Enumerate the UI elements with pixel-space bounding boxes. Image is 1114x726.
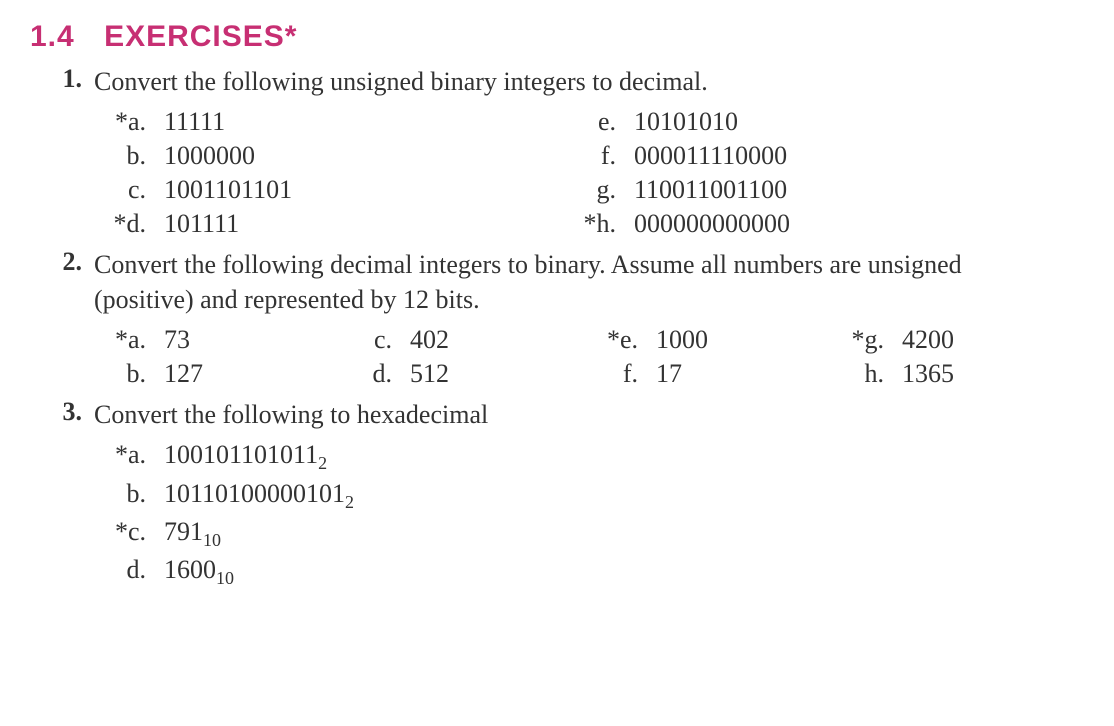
item-value: 10101010 bbox=[634, 107, 738, 137]
section-number: 1.4 bbox=[30, 20, 75, 53]
list-item: *a. 73 bbox=[100, 325, 346, 355]
item-base: 100101101011 bbox=[164, 440, 318, 469]
item-value: 000000000000 bbox=[634, 209, 790, 239]
list-item: *a. 11111 bbox=[100, 107, 570, 137]
item-label: b. bbox=[100, 359, 164, 389]
item-label: *h. bbox=[570, 209, 634, 239]
item-value: 1365 bbox=[902, 359, 954, 389]
section-title: EXERCISES* bbox=[104, 20, 297, 53]
list-item: c. 402 bbox=[346, 325, 592, 355]
list-item: h. 1365 bbox=[838, 359, 1084, 389]
item-value: 1001011010112 bbox=[164, 440, 327, 474]
item-label: d. bbox=[100, 555, 164, 589]
item-label: c. bbox=[346, 325, 410, 355]
item-value: 000011110000 bbox=[634, 141, 787, 171]
item-value: 17 bbox=[656, 359, 682, 389]
item-value: 127 bbox=[164, 359, 203, 389]
list-item: *e. 1000 bbox=[592, 325, 838, 355]
item-label: h. bbox=[838, 359, 902, 389]
item-label: g. bbox=[570, 175, 634, 205]
problem-number: 3. bbox=[50, 397, 82, 427]
item-value: 402 bbox=[410, 325, 449, 355]
problem-1: 1. Convert the following unsigned binary… bbox=[50, 64, 1084, 99]
list-item: g. 110011001100 bbox=[570, 175, 1040, 205]
item-subscript: 2 bbox=[345, 492, 354, 512]
list-item: *h. 000000000000 bbox=[570, 209, 1040, 239]
item-label: c. bbox=[100, 175, 164, 205]
item-label: *g. bbox=[838, 325, 902, 355]
item-label: *a. bbox=[100, 325, 164, 355]
item-label: *a. bbox=[100, 107, 164, 137]
item-label: *c. bbox=[100, 517, 164, 551]
problem-2-items: *a. 73 c. 402 *e. 1000 *g. 4200 b. 127 d… bbox=[100, 325, 1084, 389]
item-value: 110011001100 bbox=[634, 175, 787, 205]
item-label: b. bbox=[100, 141, 164, 171]
item-value: 79110 bbox=[164, 517, 221, 551]
item-value: 1001101101 bbox=[164, 175, 292, 205]
item-subscript: 2 bbox=[318, 454, 327, 474]
problem-text: Convert the following to hexadecimal bbox=[94, 397, 1054, 432]
problem-2: 2. Convert the following decimal integer… bbox=[50, 247, 1084, 317]
item-label: *e. bbox=[592, 325, 656, 355]
list-item: b. 127 bbox=[100, 359, 346, 389]
list-item: *g. 4200 bbox=[838, 325, 1084, 355]
list-item: c. 1001101101 bbox=[100, 175, 570, 205]
list-item: d. 512 bbox=[346, 359, 592, 389]
item-label: d. bbox=[346, 359, 410, 389]
item-base: 1600 bbox=[164, 555, 216, 584]
item-label: *a. bbox=[100, 440, 164, 474]
list-item: *d. 101111 bbox=[100, 209, 570, 239]
item-value: 11111 bbox=[164, 107, 225, 137]
item-subscript: 10 bbox=[203, 530, 221, 550]
list-item: e. 10101010 bbox=[570, 107, 1040, 137]
item-value: 101101000001012 bbox=[164, 479, 354, 513]
item-base: 791 bbox=[164, 517, 203, 546]
problem-text: Convert the following decimal integers t… bbox=[94, 247, 1054, 317]
item-value: 101111 bbox=[164, 209, 239, 239]
section-header: 1.4 EXERCISES* bbox=[30, 20, 1084, 54]
problem-text: Convert the following unsigned binary in… bbox=[94, 64, 1054, 99]
list-item: *c. 79110 bbox=[100, 517, 1084, 551]
item-value: 73 bbox=[164, 325, 190, 355]
item-label: f. bbox=[570, 141, 634, 171]
list-item: *a. 1001011010112 bbox=[100, 440, 1084, 474]
item-subscript: 10 bbox=[216, 568, 234, 588]
item-label: f. bbox=[592, 359, 656, 389]
list-item: f. 000011110000 bbox=[570, 141, 1040, 171]
problem-3-items: *a. 1001011010112 b. 101101000001012 *c.… bbox=[100, 440, 1084, 589]
problem-number: 2. bbox=[50, 247, 82, 277]
list-item: b. 1000000 bbox=[100, 141, 570, 171]
item-value: 4200 bbox=[902, 325, 954, 355]
item-label: b. bbox=[100, 479, 164, 513]
item-value: 1000000 bbox=[164, 141, 255, 171]
item-value: 1000 bbox=[656, 325, 708, 355]
item-value: 512 bbox=[410, 359, 449, 389]
item-label: e. bbox=[570, 107, 634, 137]
problem-1-items: *a. 11111 e. 10101010 b. 1000000 f. 0000… bbox=[100, 107, 1084, 239]
item-value: 160010 bbox=[164, 555, 234, 589]
problem-number: 1. bbox=[50, 64, 82, 94]
list-item: b. 101101000001012 bbox=[100, 479, 1084, 513]
list-item: f. 17 bbox=[592, 359, 838, 389]
item-base: 10110100000101 bbox=[164, 479, 345, 508]
list-item: d. 160010 bbox=[100, 555, 1084, 589]
item-label: *d. bbox=[100, 209, 164, 239]
problem-3: 3. Convert the following to hexadecimal bbox=[50, 397, 1084, 432]
